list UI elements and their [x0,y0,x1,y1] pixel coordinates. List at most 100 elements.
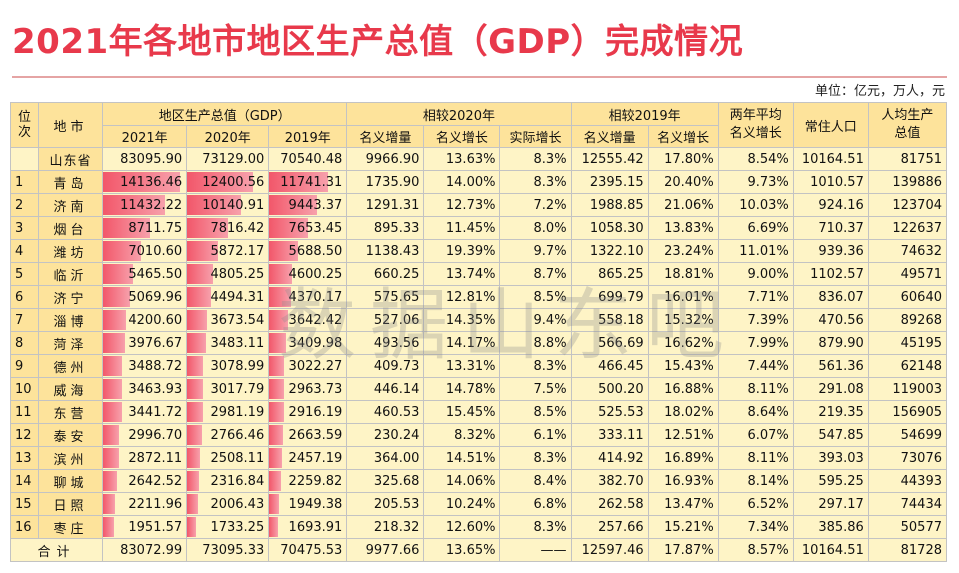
gdp-cell: 2996.70 [102,423,188,447]
gdp-bar [187,241,219,261]
header-gdp-group: 地区生产总值（GDP） [102,102,348,126]
gdp-value: 10140.91 [202,197,265,213]
gdp-cell: 2259.82 [268,469,348,493]
value-cell: 595.25 [792,469,869,493]
value-cell: 73095.33 [186,538,270,562]
header-2021: 2021年 [102,125,188,148]
value-cell: 6.1% [499,423,572,447]
value-cell: 9.7% [499,239,572,263]
value-cell: 83095.90 [102,147,188,171]
gdp-cell: 3976.67 [102,331,188,355]
gdp-value: 2963.73 [288,381,343,397]
gdp-value: 1951.57 [128,519,183,535]
gdp-value: 4494.31 [210,289,265,305]
value-cell: 710.37 [792,216,869,240]
gdp-value: 3488.72 [128,358,183,374]
value-cell: 333.11 [570,423,649,447]
value-cell: 16.89% [647,446,719,470]
value-cell: 13.31% [423,354,501,378]
value-cell: 14.51% [423,446,501,470]
value-cell: 660.25 [346,262,425,286]
value-cell: 81728 [867,538,948,562]
gdp-value: 3017.79 [210,381,265,397]
value-cell: 73129.00 [186,147,270,171]
gdp-bar [269,402,284,422]
gdp-bar [187,264,213,284]
gdp-bar [187,356,204,376]
value-cell: 8.32% [423,423,501,447]
header-real-growth: 实际增长 [499,125,572,148]
total-label: 合计 [9,538,104,562]
value-cell: 262.58 [570,492,649,516]
gdp-bar [269,379,285,399]
value-cell: 9.4% [499,308,572,332]
gdp-bar [269,425,283,445]
city-cell: 淄博 [38,308,104,332]
city-cell: 山东省 [38,147,104,171]
table-row: 4 潍坊 7010.60 5872.17 5688.50 1138.43 19.39% 9.7… [9,239,948,263]
gdp-value: 5069.96 [128,289,183,305]
city-cell: 滨州 [38,446,104,470]
gdp-cell: 7816.42 [186,216,270,240]
value-cell: 6.52% [717,492,794,516]
header-rank: 位次 [9,102,40,148]
value-cell: 54699 [867,423,948,447]
value-cell: 60640 [867,285,948,309]
gdp-bar [187,310,207,330]
value-cell: 218.32 [346,515,425,539]
value-cell: 219.35 [792,400,869,424]
city-cell: 德州 [38,354,104,378]
gdp-cell: 5465.50 [102,262,188,286]
value-cell: 74632 [867,239,948,263]
rank-cell [9,147,40,171]
gdp-cell: 8711.75 [102,216,188,240]
total-row: 合计 83072.99 73095.33 70475.53 9977.66 13.65% —… [9,538,948,562]
value-cell: 8.57% [717,538,794,562]
value-cell: 8.3% [499,446,572,470]
value-cell: 879.90 [792,331,869,355]
gdp-cell: 2508.11 [186,446,270,470]
gdp-bar [103,471,118,491]
gdp-bar [269,471,281,491]
gdp-cell: 12400.56 [186,170,270,194]
gdp-value: 2457.19 [288,450,343,466]
gdp-cell: 3022.27 [268,354,348,378]
value-cell: 8.54% [717,147,794,171]
gdp-bar [187,494,198,514]
value-cell: 466.45 [570,354,649,378]
value-cell: 1058.30 [570,216,649,240]
gdp-value: 4805.25 [210,266,265,282]
gdp-bar [103,402,122,422]
gdp-bar [187,379,204,399]
table-row: 15 日照 2211.96 2006.43 1949.38 205.53 10.24% 6.8… [9,492,948,516]
gdp-cell: 14136.46 [102,170,188,194]
value-cell: 1138.43 [346,239,425,263]
value-cell: 20.40% [647,170,719,194]
gdp-value: 3409.98 [288,335,343,351]
gdp-cell: 4494.31 [186,285,270,309]
gdp-bar [187,471,200,491]
value-cell: 122637 [867,216,948,240]
gdp-cell: 2663.59 [268,423,348,447]
gdp-cell: 4200.60 [102,308,188,332]
gdp-bar [103,264,133,284]
value-cell: 19.39% [423,239,501,263]
value-cell: 14.17% [423,331,501,355]
value-cell: 1988.85 [570,193,649,217]
value-cell: 8.3% [499,515,572,539]
gdp-bar [103,287,131,307]
gdp-value: 3022.27 [288,358,343,374]
header-2019: 2019年 [268,125,348,148]
rank-cell: 1 [9,170,40,194]
value-cell: 139886 [867,170,948,194]
value-cell: 470.56 [792,308,869,332]
gdp-cell: 3463.93 [102,377,188,401]
city-cell: 济宁 [38,285,104,309]
gdp-cell: 2211.96 [102,492,188,516]
gdp-bar [269,494,280,514]
city-cell: 泰安 [38,423,104,447]
gdp-bar [103,448,119,468]
value-cell: 13.63% [423,147,501,171]
city-cell: 青岛 [38,170,104,194]
gdp-value: 2996.70 [128,427,183,443]
